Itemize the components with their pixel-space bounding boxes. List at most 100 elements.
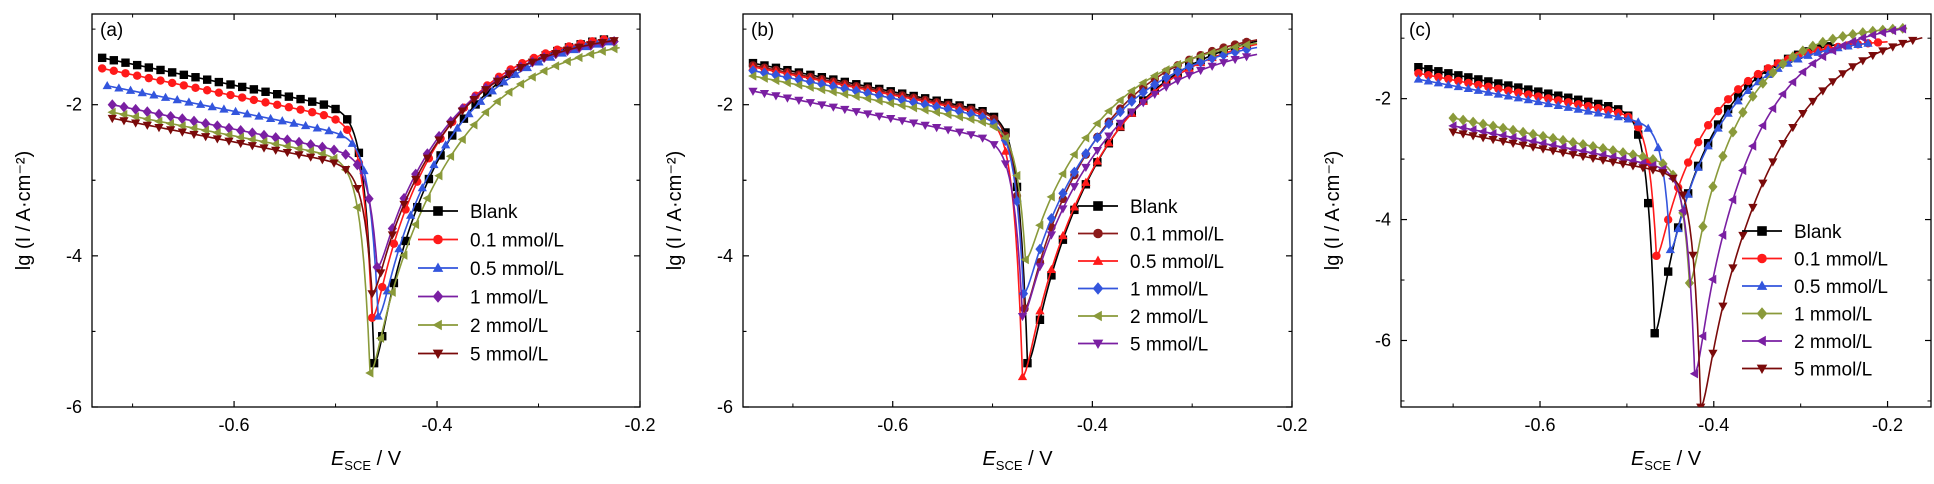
data-point bbox=[343, 115, 352, 124]
series-6 bbox=[748, 53, 1258, 322]
data-point bbox=[1035, 220, 1044, 230]
data-point bbox=[352, 159, 362, 171]
data-point bbox=[1818, 87, 1828, 96]
data-point bbox=[207, 102, 217, 111]
legend-marker bbox=[1093, 201, 1103, 211]
data-point bbox=[1444, 74, 1453, 84]
data-point bbox=[492, 96, 501, 107]
data-point bbox=[1564, 98, 1573, 107]
data-point bbox=[249, 95, 259, 105]
data-point bbox=[1498, 122, 1508, 134]
data-point bbox=[1683, 158, 1693, 167]
data-point bbox=[131, 119, 141, 128]
data-point bbox=[1748, 203, 1758, 213]
data-point bbox=[1035, 243, 1045, 255]
data-point bbox=[306, 139, 316, 151]
data-point bbox=[154, 116, 163, 126]
data-point bbox=[1463, 83, 1473, 93]
data-point bbox=[1703, 141, 1713, 150]
data-point bbox=[464, 109, 474, 118]
data-point bbox=[1584, 102, 1593, 111]
data-point bbox=[1718, 150, 1728, 162]
data-point bbox=[1897, 24, 1907, 34]
data-point bbox=[1434, 72, 1443, 82]
data-point bbox=[504, 70, 514, 79]
data-point bbox=[1878, 47, 1888, 56]
data-point bbox=[154, 124, 164, 133]
data-point bbox=[1218, 45, 1227, 55]
axis-ticks: -0.6 -0.4 -0.2 -6 -4 -2 bbox=[717, 14, 1308, 435]
data-point bbox=[1478, 134, 1488, 143]
data-point bbox=[1493, 89, 1503, 98]
data-point bbox=[125, 85, 136, 94]
series-line bbox=[1452, 27, 1905, 285]
data-point bbox=[296, 94, 305, 104]
data-point bbox=[237, 82, 247, 92]
legend-marker bbox=[1093, 228, 1103, 239]
data-point bbox=[1448, 112, 1458, 124]
legend-label: 1 mmol/L bbox=[1130, 280, 1208, 301]
chart-panel: -0.6 -0.4 -0.2 -6 -4 -2 (a) ESCE / V lg (I / A·c… bbox=[13, 13, 656, 473]
data-point bbox=[1092, 118, 1101, 129]
data-point bbox=[1693, 137, 1703, 147]
panel-label: (c) bbox=[1409, 20, 1431, 41]
legend-marker bbox=[1092, 255, 1104, 265]
data-point bbox=[282, 148, 292, 158]
data-point bbox=[1434, 67, 1443, 76]
data-point bbox=[1818, 36, 1828, 48]
data-point bbox=[609, 44, 618, 54]
data-point bbox=[782, 78, 791, 88]
data-point bbox=[874, 96, 883, 106]
data-point bbox=[1808, 40, 1818, 52]
data-point bbox=[132, 71, 142, 80]
legend-item: 1 mmol/L bbox=[1742, 305, 1872, 326]
data-point bbox=[539, 66, 548, 76]
data-point bbox=[954, 128, 965, 137]
data-point bbox=[1474, 80, 1483, 90]
data-point bbox=[1058, 205, 1068, 214]
data-point bbox=[1908, 36, 1918, 46]
data-point bbox=[202, 86, 212, 95]
data-point bbox=[1150, 79, 1160, 90]
data-point bbox=[1464, 78, 1473, 88]
data-point bbox=[1092, 132, 1102, 144]
y-tick-label: -2 bbox=[1375, 89, 1391, 109]
data-point bbox=[277, 116, 287, 125]
data-point bbox=[1414, 69, 1423, 78]
data-point bbox=[1104, 118, 1114, 130]
data-point bbox=[920, 121, 930, 130]
data-point bbox=[1558, 134, 1568, 146]
data-point bbox=[132, 60, 142, 70]
data-point bbox=[1538, 145, 1548, 154]
data-point bbox=[1184, 61, 1194, 73]
data-point bbox=[189, 123, 198, 133]
data-point bbox=[1658, 169, 1668, 178]
data-point bbox=[131, 103, 141, 115]
legend: Blank 0.1 mmol/L 0.5 mmol/L 1 mmol/L 2 mmol/… bbox=[1742, 222, 1888, 381]
data-point bbox=[1738, 106, 1748, 118]
data-point bbox=[1848, 28, 1858, 40]
data-point bbox=[422, 154, 433, 163]
legend-label: Blank bbox=[1130, 197, 1178, 218]
data-point bbox=[177, 121, 186, 131]
data-point bbox=[102, 80, 112, 90]
data-point bbox=[317, 141, 327, 153]
data-point bbox=[1104, 106, 1113, 116]
data-point bbox=[341, 166, 351, 175]
legend-label: Blank bbox=[1794, 222, 1842, 243]
legend-marker bbox=[1757, 226, 1767, 236]
data-point bbox=[389, 239, 399, 248]
legend-item: 5 mmol/L bbox=[1078, 335, 1208, 356]
legend-item: 0.5 mmol/L bbox=[1742, 277, 1888, 298]
data-point bbox=[114, 83, 124, 92]
data-point bbox=[1848, 63, 1858, 72]
data-point bbox=[1743, 76, 1753, 86]
plot-frame bbox=[742, 13, 1293, 408]
series-line bbox=[107, 40, 615, 319]
data-point bbox=[515, 79, 525, 89]
data-point bbox=[265, 113, 276, 123]
data-point bbox=[1633, 117, 1643, 126]
data-point bbox=[1172, 59, 1182, 70]
data-point bbox=[1788, 123, 1798, 133]
